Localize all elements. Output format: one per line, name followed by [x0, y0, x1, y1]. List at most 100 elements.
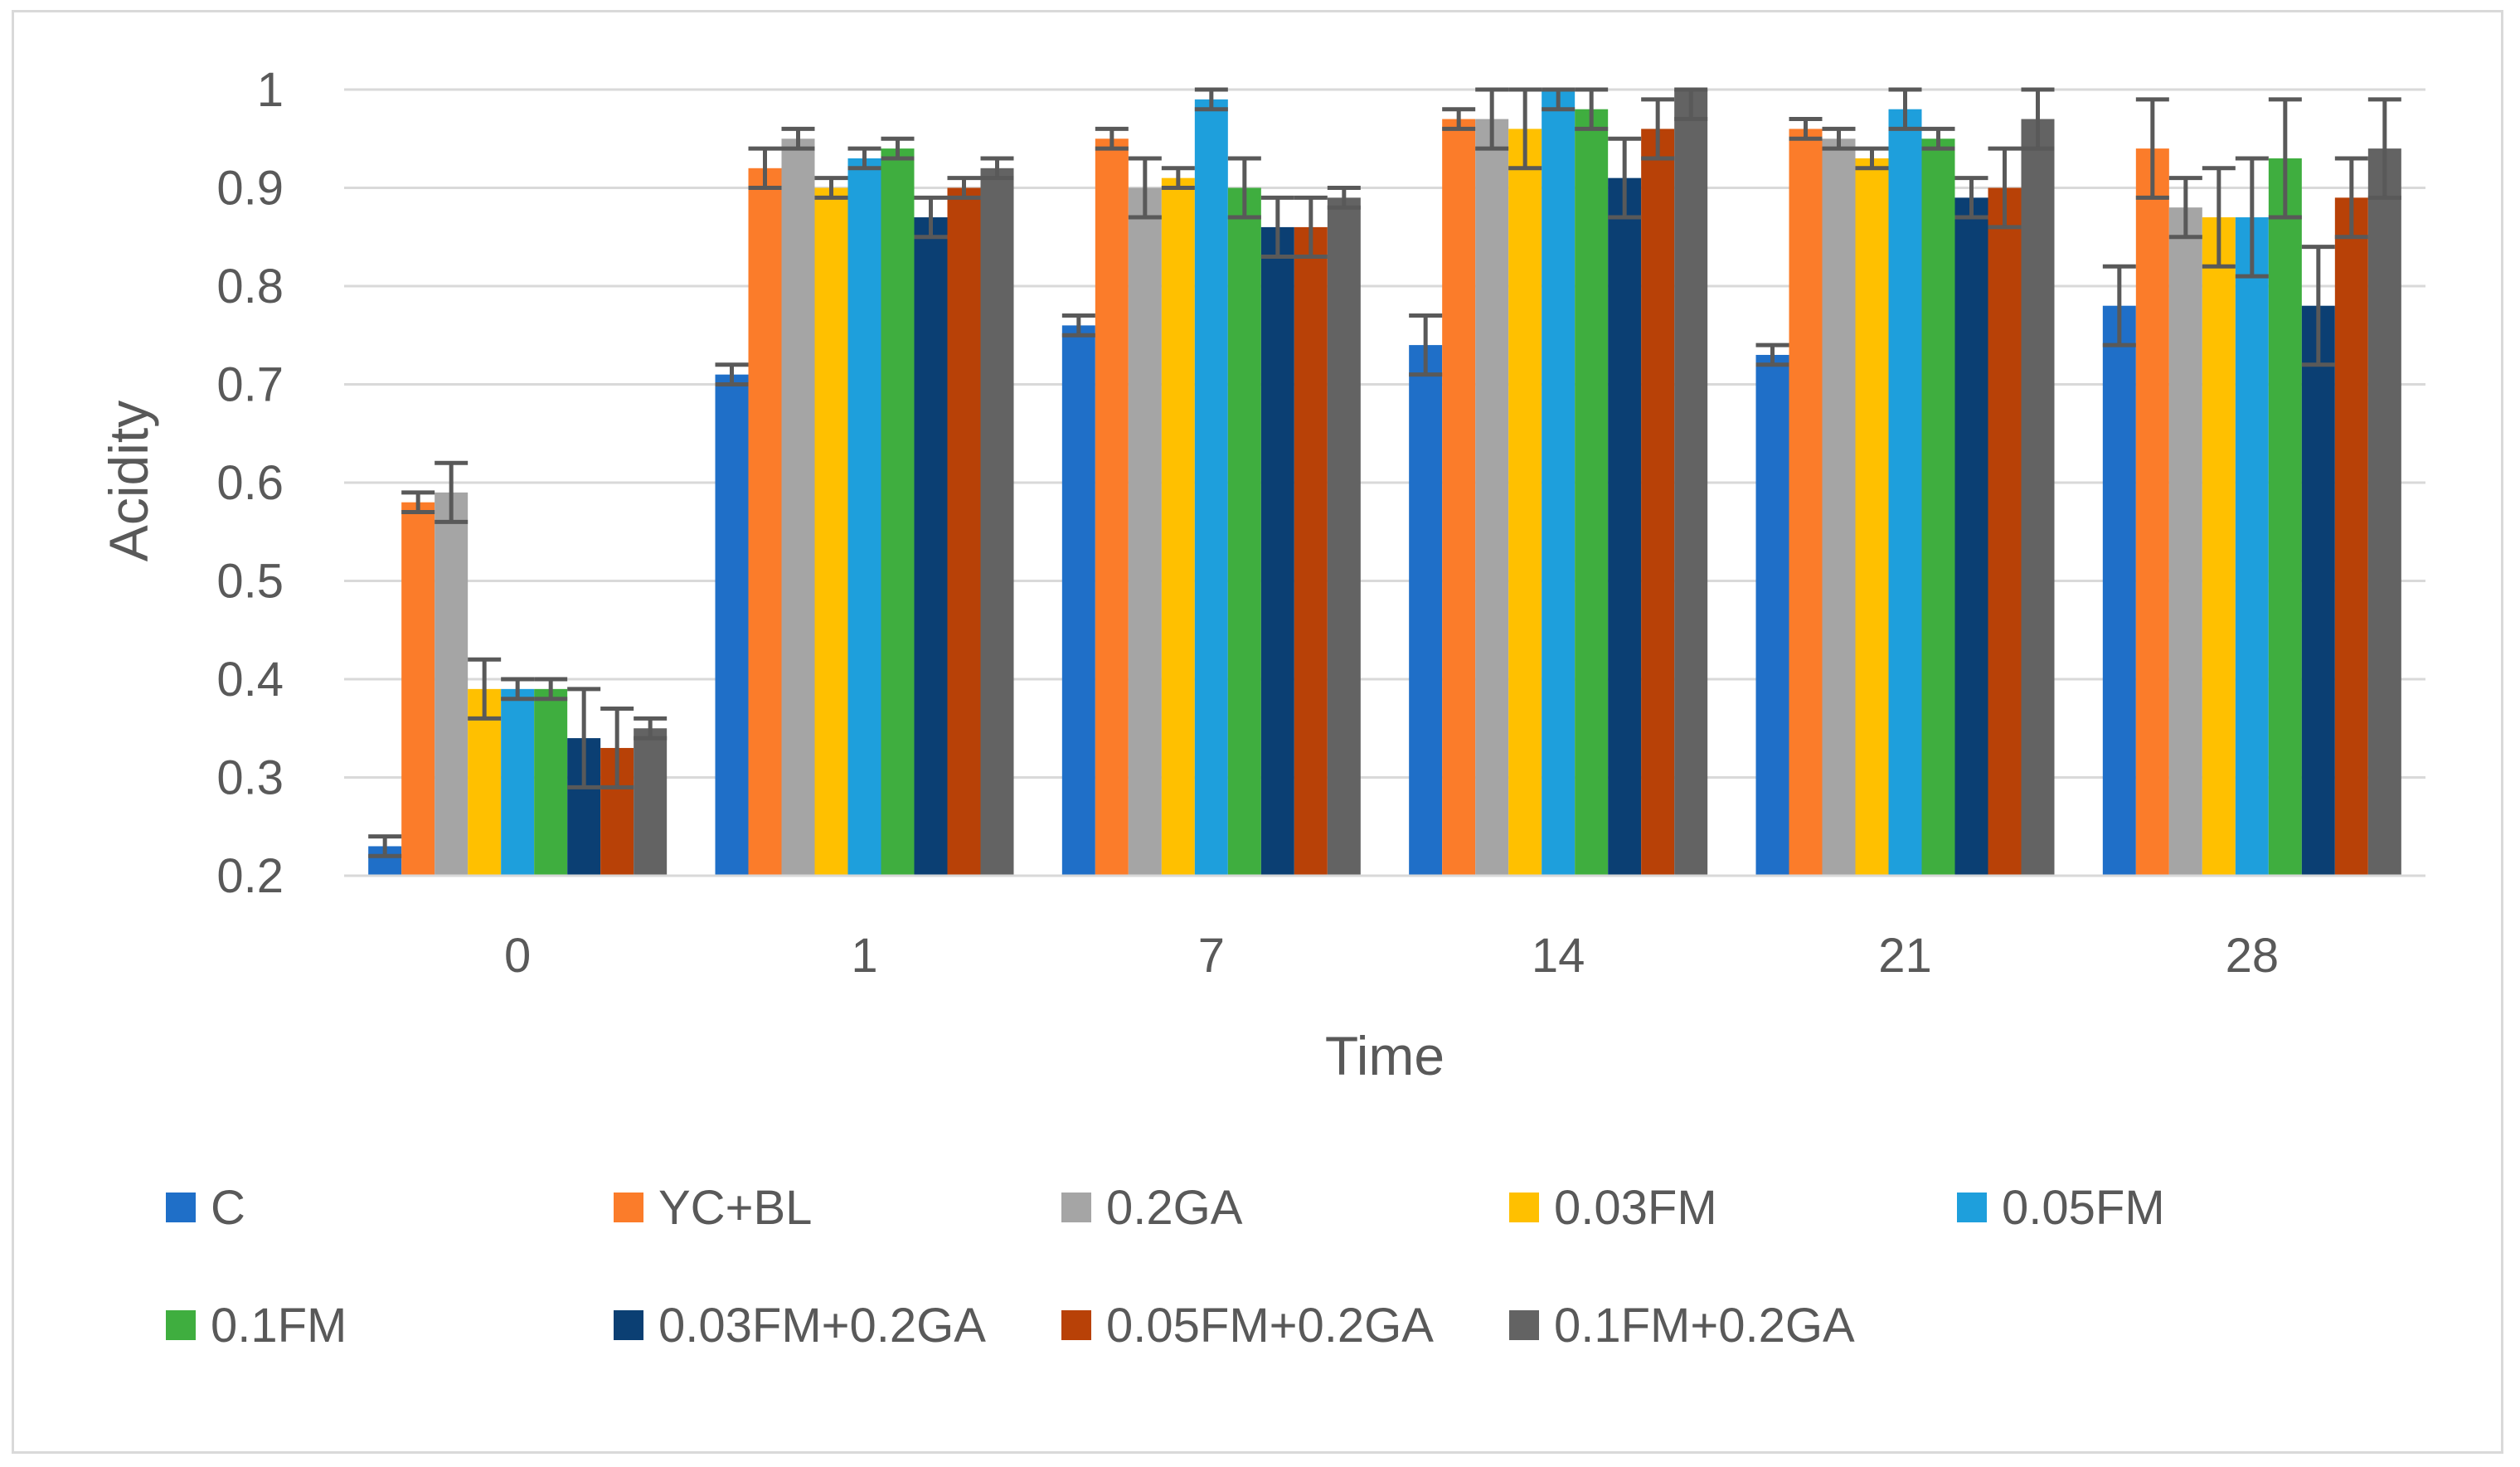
x-tick-label: 0: [504, 929, 531, 983]
error-bar: [1608, 136, 1642, 220]
bar: [914, 217, 948, 876]
bar: [1327, 197, 1361, 877]
x-tick-label: 14: [1532, 929, 1585, 983]
error-bar: [980, 156, 1014, 181]
bar: [1855, 158, 1889, 876]
bar: [2235, 217, 2269, 876]
bar: [1294, 226, 1328, 876]
error-bar: [748, 146, 782, 190]
bar: [947, 187, 981, 876]
error-bar: [1095, 126, 1129, 151]
bar: [1061, 325, 1095, 876]
error-bar: [1822, 126, 1856, 151]
y-tick-label: 0.9: [216, 162, 284, 216]
bar: [2135, 148, 2169, 877]
error-bar: [781, 126, 815, 151]
y-tick-labels: 0.2 0.3 0.4 0.5 0.6 0.7 0.8 0.9 1: [216, 63, 284, 903]
error-bar: [2367, 97, 2401, 200]
bar: [1641, 129, 1675, 876]
bar: [1921, 138, 1955, 876]
error-bar: [501, 677, 535, 702]
bar: [1194, 99, 1228, 877]
x-tick-label: 1: [851, 929, 877, 983]
error-bar: [534, 677, 568, 702]
error-bar: [1194, 87, 1228, 112]
error-bar: [847, 146, 881, 171]
bar: [715, 374, 749, 876]
bar: [1608, 177, 1642, 876]
error-bar: [1755, 342, 1789, 367]
bar: [1988, 187, 2022, 876]
y-tick-label: 0.4: [216, 653, 284, 707]
error-bar: [914, 195, 948, 240]
bar: [501, 688, 535, 876]
bar: [881, 148, 915, 877]
y-tick-label: 0.8: [216, 260, 284, 313]
error-bar: [1988, 146, 2022, 230]
bars: [368, 90, 2401, 877]
bar: [1508, 129, 1542, 876]
x-tick-label: 28: [2226, 929, 2280, 983]
bar: [814, 187, 848, 876]
bar: [980, 168, 1014, 877]
error-bars: [368, 87, 2401, 858]
bar: [1227, 187, 1261, 876]
bar: [1575, 109, 1609, 876]
bar: [1954, 197, 1988, 877]
bar: [2202, 217, 2236, 876]
bar: [2367, 148, 2401, 877]
error-bar: [368, 834, 402, 858]
error-bar: [1409, 313, 1443, 377]
y-tick-label: 0.3: [216, 751, 284, 805]
error-bar: [1508, 87, 1542, 171]
y-tick-label: 0.2: [216, 849, 284, 903]
error-bar: [1575, 87, 1609, 131]
y-tick-label: 0.7: [216, 358, 284, 412]
error-bar: [1442, 107, 1476, 131]
bar: [435, 492, 469, 876]
error-bar: [401, 490, 435, 515]
error-bar: [1128, 156, 1162, 220]
error-bar: [1855, 146, 1889, 171]
error-bar: [634, 716, 668, 741]
error-bar: [1061, 313, 1095, 338]
error-bar: [1954, 176, 1988, 220]
error-bar: [567, 687, 601, 789]
error-bar: [1542, 87, 1576, 112]
bar: [1475, 119, 1509, 877]
bar: [1442, 119, 1476, 877]
x-tick-label: 7: [1198, 929, 1225, 983]
bar: [1260, 226, 1294, 876]
error-bar: [2268, 97, 2302, 220]
error-bar: [814, 176, 848, 200]
bar: [1542, 90, 1576, 876]
error-bar: [1888, 87, 1922, 131]
bar: [1789, 129, 1823, 876]
bar: [1888, 109, 1922, 876]
error-bar: [1641, 97, 1675, 161]
y-tick-label: 0.5: [216, 555, 284, 609]
error-bar: [2301, 245, 2335, 367]
bar: [2168, 207, 2202, 876]
bar: [401, 502, 435, 876]
bar: [781, 138, 815, 876]
bar: [1128, 187, 1162, 876]
bar: [1755, 354, 1789, 876]
bar: [1822, 138, 1856, 876]
error-bar: [715, 362, 749, 386]
x-axis-title: Time: [1325, 1025, 1445, 1086]
error-bar: [2235, 156, 2269, 279]
bar: [2268, 158, 2302, 876]
error-bar: [1227, 156, 1261, 220]
bar: [1674, 90, 1708, 876]
y-tick-label: 0.6: [216, 456, 284, 510]
error-bar: [1294, 195, 1328, 259]
bar: [634, 728, 668, 876]
y-axis-title: Acidity: [98, 401, 159, 561]
error-bar: [1161, 166, 1195, 190]
error-bar: [468, 657, 502, 721]
x-tick-label: 21: [1878, 929, 1932, 983]
error-bar: [2334, 156, 2368, 240]
error-bar: [2021, 87, 2055, 151]
